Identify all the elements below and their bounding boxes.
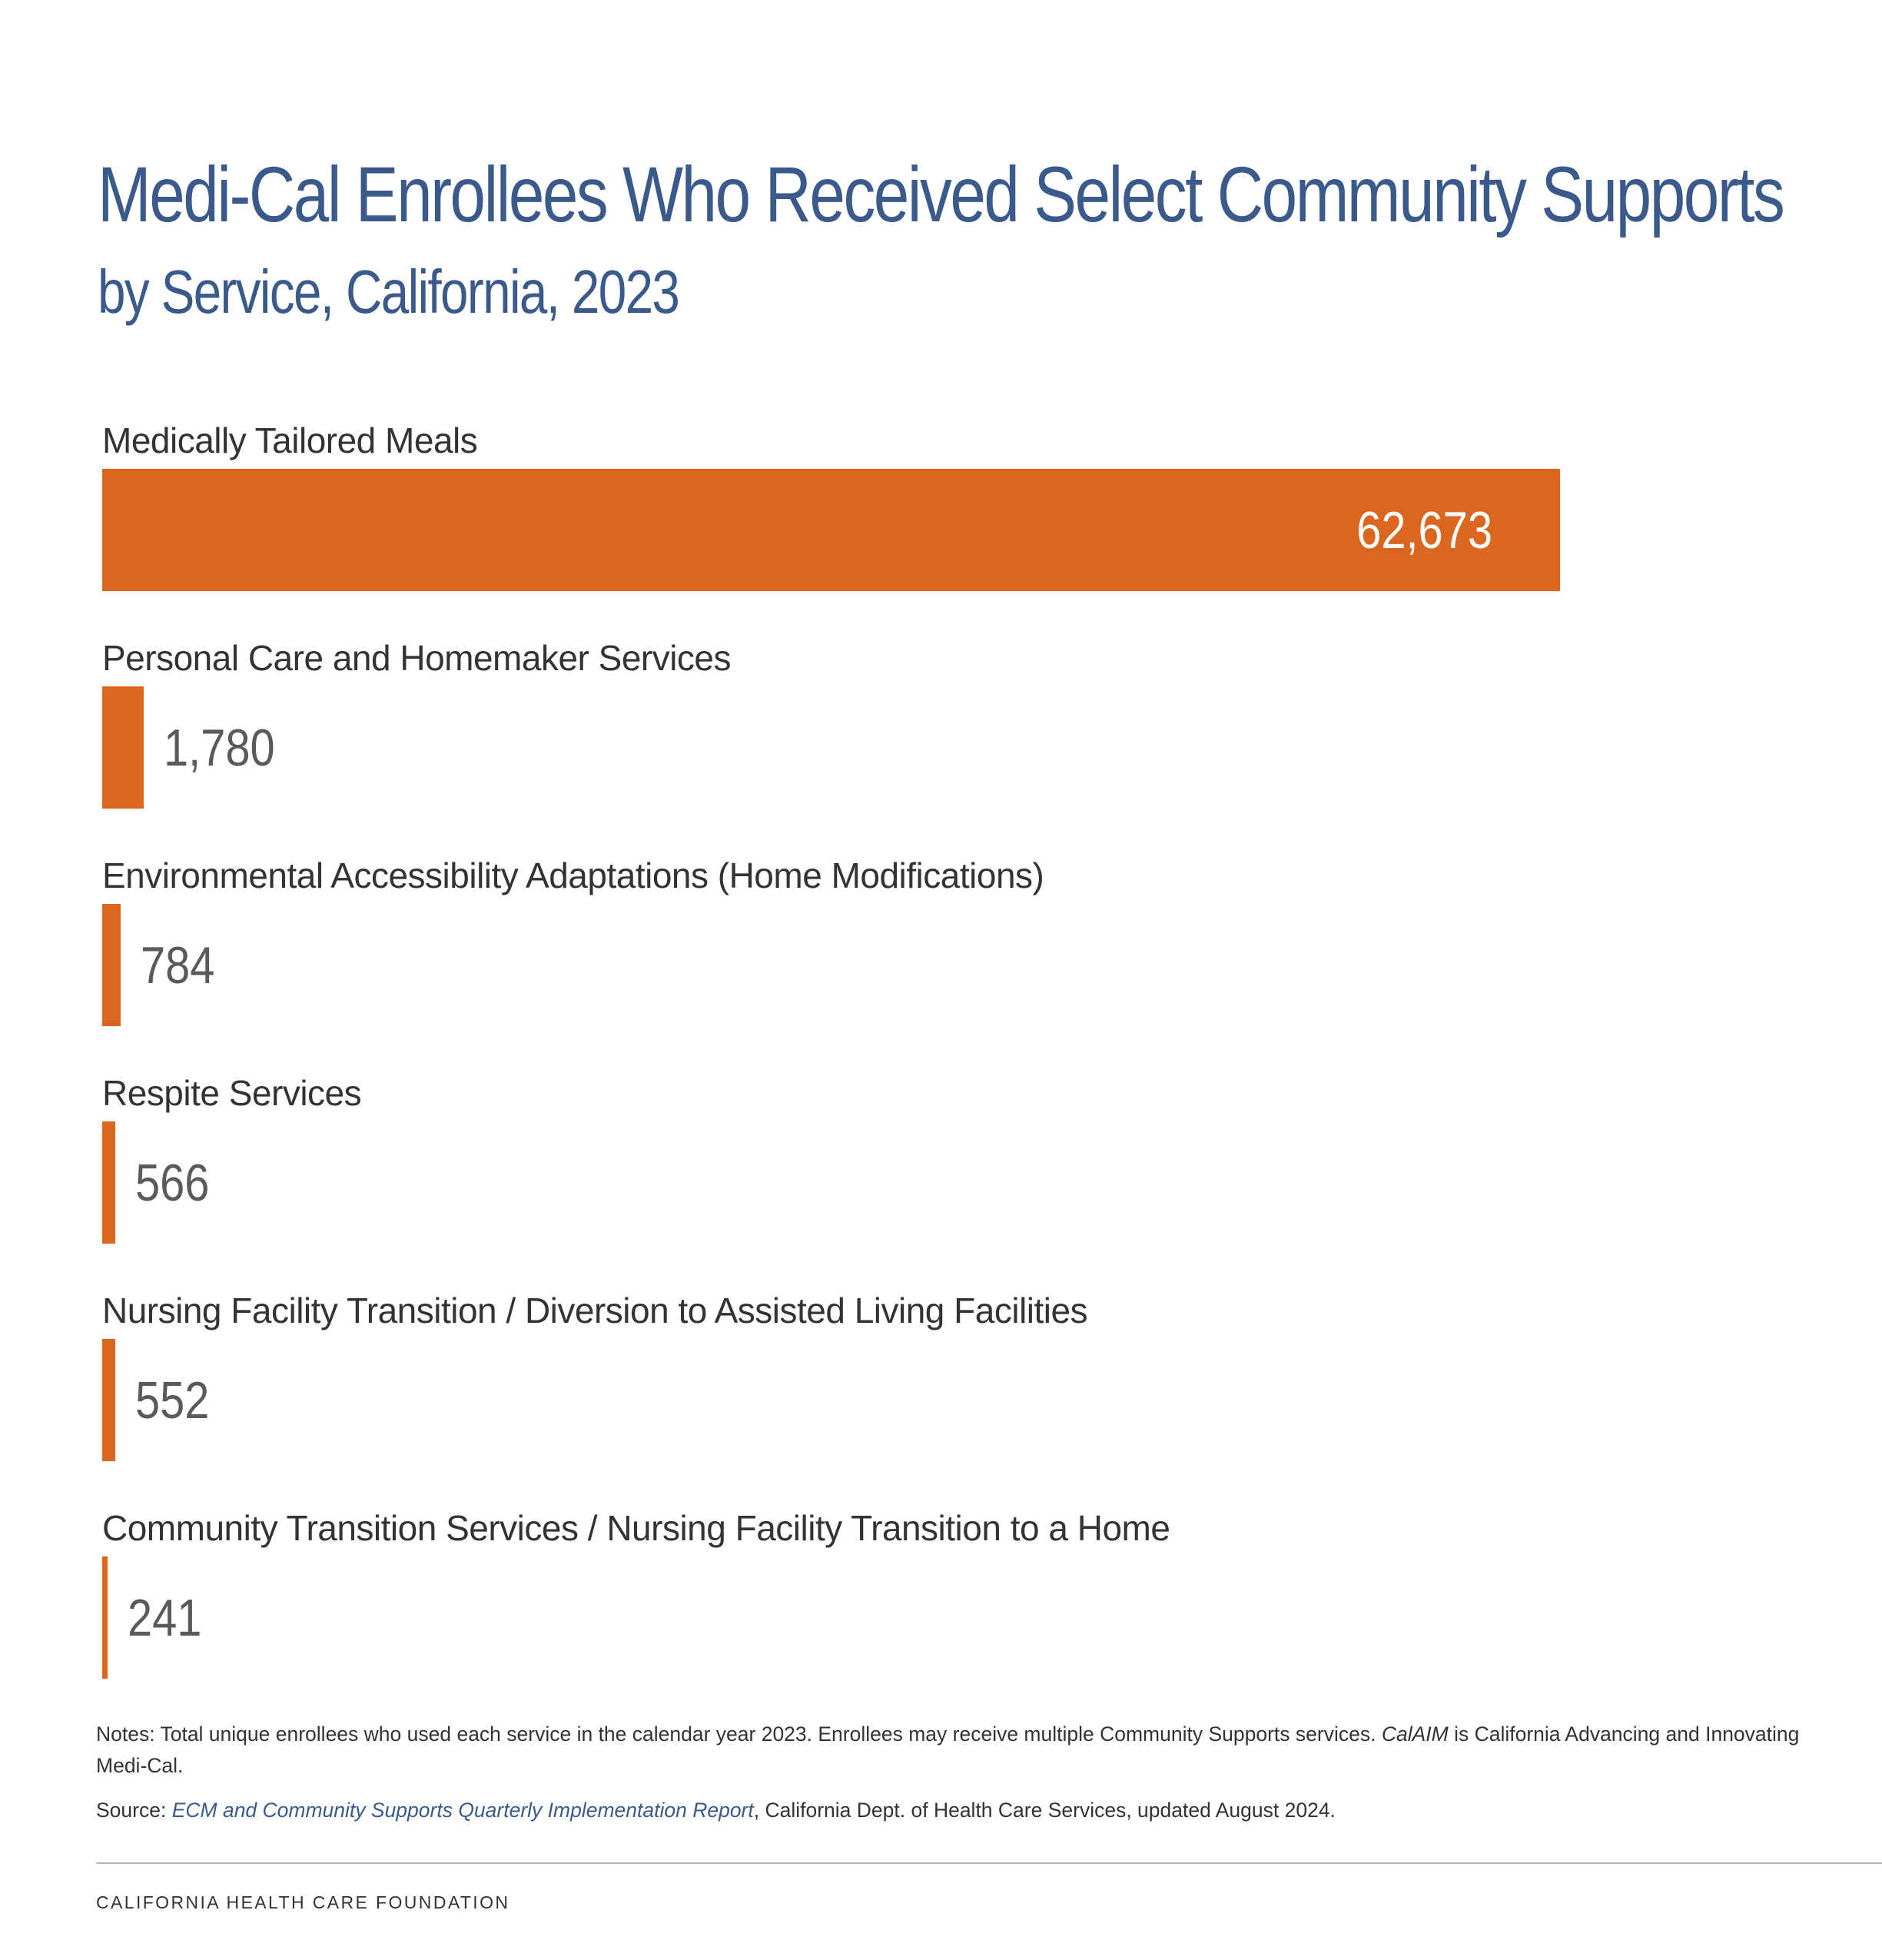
value-label: 241 [128,1588,202,1647]
source-suffix: , California Dept. of Health Care Servic… [753,1799,1336,1822]
footer-divider [96,1862,1882,1864]
chart-notes: Notes: Total unique enrollees who used e… [96,1719,1817,1782]
bar-chart: Medically Tailored Meals 62,673 Personal C… [102,420,1560,1679]
notes-text-end: is California Advancing and Innovating M… [96,1722,1800,1777]
category-label: Medically Tailored Meals [102,420,478,460]
value-label: 552 [135,1370,210,1430]
chart-source: Source: ECM and Community Supports Quart… [96,1795,1817,1826]
category-label: Personal Care and Homemaker Services [102,638,732,678]
value-label: 566 [135,1153,210,1212]
notes-italic-term: CalAIM [1381,1722,1449,1746]
bar [102,1339,115,1461]
category-label: Nursing Facility Transition / Diversion … [102,1291,1088,1330]
bar [102,904,121,1026]
bar [102,686,144,809]
category-label: Community Transition Services / Nursing … [102,1508,1170,1548]
bar [102,469,1560,591]
footer-organization: CALIFORNIA HEALTH CARE FOUNDATION [96,1892,510,1912]
value-label: 784 [141,935,215,995]
chart-subtitle: by Service, California, 2023 [98,257,680,326]
category-label: Environmental Accessibility Adaptations … [102,855,1044,895]
bar [102,1556,108,1679]
source-prefix: Source: [96,1799,172,1822]
source-report-link[interactable]: ECM and Community Supports Quarterly Imp… [171,1799,754,1822]
value-label: 1,780 [164,718,275,777]
bar [102,1121,115,1244]
notes-text: Notes: Total unique enrollees who used e… [96,1722,1382,1746]
category-label: Respite Services [102,1073,362,1113]
chart-title: Medi-Cal Enrollees Who Received Select C… [98,151,1785,238]
value-label: 62,673 [1356,500,1492,560]
